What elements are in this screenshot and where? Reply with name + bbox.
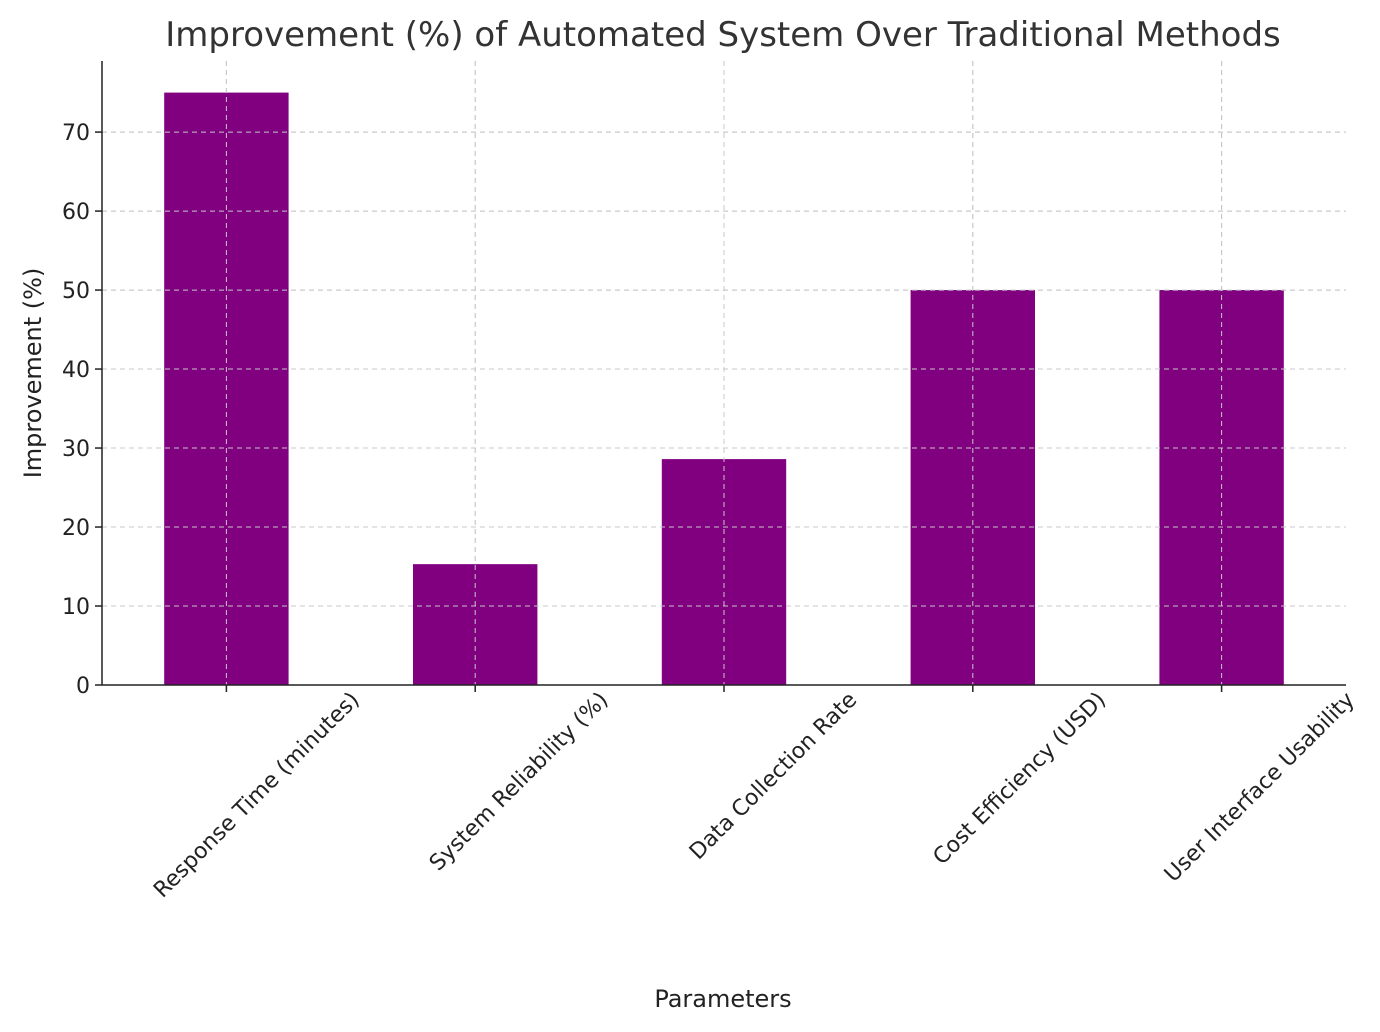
x-tick-label: Cost Efficiency (USD) [929, 688, 1111, 870]
x-axis-label: Parameters [654, 985, 791, 1013]
x-tick-label: System Reliability (%) [425, 688, 614, 877]
chart-title: Improvement (%) of Automated System Over… [165, 15, 1281, 55]
y-tick-label: 50 [62, 279, 90, 304]
x-tick-label: User Interface Usability [1160, 688, 1360, 888]
y-tick-label: 0 [76, 674, 90, 699]
y-axis-label: Improvement (%) [19, 268, 47, 479]
axes [95, 61, 1346, 692]
y-tick-label: 60 [62, 200, 90, 225]
y-tick-label: 10 [62, 595, 90, 620]
bar [661, 459, 787, 685]
y-tick-label: 20 [62, 516, 90, 541]
y-tick-label: 30 [62, 437, 90, 462]
bars [102, 61, 1346, 685]
y-tick-label: 70 [62, 121, 90, 146]
x-tick-label: Data Collection Rate [685, 688, 862, 865]
x-tick-label: Response Time (minutes) [149, 688, 364, 903]
y-tick-label: 40 [62, 358, 90, 383]
